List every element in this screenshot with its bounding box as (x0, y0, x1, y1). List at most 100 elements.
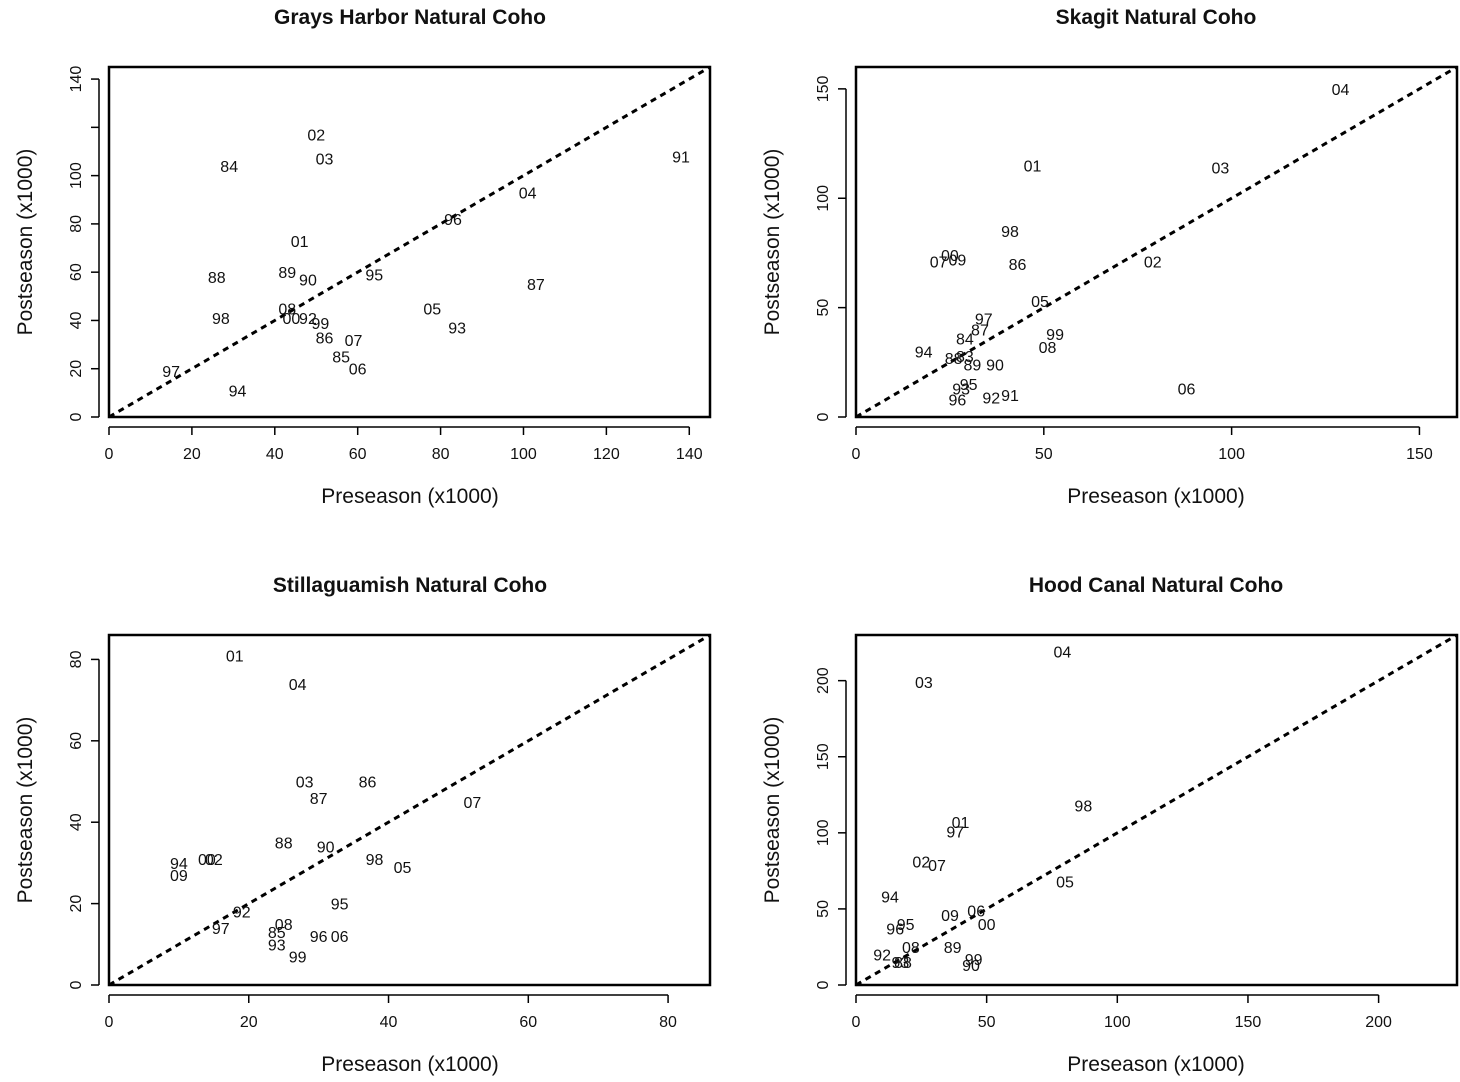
y-tick-label: 60 (68, 732, 85, 750)
reference-line (855, 65, 1458, 419)
data-point-label: 06 (1178, 382, 1196, 399)
y-axis-title: Postseason (x1000) (761, 149, 784, 336)
data-point-label: 85 (268, 925, 286, 942)
x-tick-label: 0 (105, 446, 114, 463)
data-point-label: 96 (886, 922, 904, 939)
x-tick-label: 100 (1218, 446, 1245, 463)
data-point-label: 94 (229, 383, 247, 400)
data-point-label: 07 (930, 255, 948, 272)
y-tick-label: 80 (68, 650, 85, 668)
x-tick-label: 20 (240, 1014, 258, 1031)
data-point-label: 94 (915, 344, 933, 361)
x-tick-label: 20 (183, 446, 201, 463)
plot-area (854, 65, 1459, 419)
y-tick-label: 100 (68, 162, 85, 189)
data-point-label: 97 (975, 312, 993, 329)
x-axis-title: Preseason (x1000) (321, 485, 498, 508)
x-tick-label: 50 (1035, 446, 1053, 463)
y-tick-label: 150 (815, 743, 832, 770)
y-tick-label: 80 (68, 215, 85, 233)
data-point-label: 01 (952, 815, 970, 832)
data-point-label: 89 (278, 265, 296, 282)
data-point-label: 03 (296, 775, 314, 792)
data-point-label: 08 (1039, 340, 1057, 357)
data-point-label: 07 (928, 858, 946, 875)
data-point-label: 89 (944, 940, 962, 957)
y-tick-label: 20 (68, 895, 85, 913)
panel-title: Grays Harbor Natural Coho (274, 6, 546, 29)
x-axis-title: Preseason (x1000) (1067, 485, 1244, 508)
data-point-label: 03 (316, 152, 334, 169)
data-point-label: 96 (444, 212, 462, 229)
data-point-label: 00 (282, 311, 300, 328)
y-tick-label: 20 (68, 360, 85, 378)
data-point-label: 03 (1211, 161, 1229, 178)
panel-title: Hood Canal Natural Coho (1029, 574, 1283, 597)
data-point-label: 88 (208, 270, 226, 287)
data-point-label: 86 (1009, 257, 1027, 274)
data-point-label: 83 (956, 349, 974, 366)
data-point-label: 98 (1074, 798, 1092, 815)
data-point-label: 05 (423, 301, 441, 318)
x-tick-label: 60 (349, 446, 367, 463)
data-point-label: 05 (394, 860, 412, 877)
data-point-label: 93 (448, 321, 466, 338)
data-point-label: 95 (365, 268, 383, 285)
y-tick-label: 0 (68, 980, 85, 989)
x-tick-label: 0 (852, 446, 861, 463)
x-tick-label: 120 (593, 446, 620, 463)
data-point-label: 97 (212, 921, 230, 938)
data-point-label: 98 (1001, 224, 1019, 241)
y-axis-title: Postseason (x1000) (14, 149, 37, 336)
plot-area (107, 65, 712, 419)
y-axis-title: Postseason (x1000) (14, 717, 37, 904)
data-point-label: 04 (519, 186, 537, 203)
x-tick-label: 150 (1406, 446, 1433, 463)
data-point-label: 05 (1031, 294, 1049, 311)
y-tick-label: 140 (68, 66, 85, 93)
plot-area (107, 633, 712, 987)
data-point-label: 02 (307, 128, 325, 145)
data-point-label: 86 (316, 330, 334, 347)
data-point-label: 84 (956, 331, 974, 348)
y-tick-label: 100 (815, 819, 832, 846)
data-point-label: 00 (198, 852, 216, 869)
panel-title: Stillaguamish Natural Coho (273, 574, 547, 597)
data-point-label: 07 (463, 795, 481, 812)
data-point-label: 95 (960, 377, 978, 394)
data-point-label: 99 (289, 950, 307, 967)
x-tick-label: 200 (1365, 1014, 1392, 1031)
data-point-label: 08 (902, 940, 920, 957)
data-point-label: 05 (1056, 875, 1074, 892)
data-point-label: 06 (967, 903, 985, 920)
data-point-label: 96 (949, 393, 967, 410)
data-point-label: 86 (359, 775, 377, 792)
data-point-label: 09 (949, 253, 967, 270)
data-point-label: 92 (233, 905, 251, 922)
y-tick-label: 50 (815, 299, 832, 317)
data-point-label: 88 (945, 351, 963, 368)
data-point-label: 94 (881, 890, 899, 907)
data-point-label: 02 (912, 855, 930, 872)
y-tick-label: 50 (815, 900, 832, 918)
data-point-label: 97 (162, 364, 180, 381)
data-point-label: 85 (332, 350, 350, 367)
panel-title: Skagit Natural Coho (1056, 6, 1257, 29)
data-point-label: 01 (226, 648, 244, 665)
data-point-label: 91 (1001, 388, 1019, 405)
reference-line (108, 65, 711, 419)
x-tick-label: 100 (510, 446, 537, 463)
data-point-label: 08 (275, 917, 293, 934)
data-point-label: 91 (672, 149, 690, 166)
data-point-label: 87 (310, 791, 328, 808)
data-point-label: 02 (1144, 255, 1162, 272)
y-tick-label: 40 (68, 311, 85, 329)
data-point-label: 04 (1332, 82, 1350, 99)
plot-area (854, 633, 1459, 987)
x-tick-label: 80 (659, 1014, 677, 1031)
x-tick-label: 40 (266, 446, 284, 463)
y-tick-label: 0 (815, 412, 832, 421)
panel-stillaguamish: Stillaguamish Natural Coho Preseason (x1… (14, 574, 712, 1076)
data-point-label: 02 (205, 852, 223, 869)
